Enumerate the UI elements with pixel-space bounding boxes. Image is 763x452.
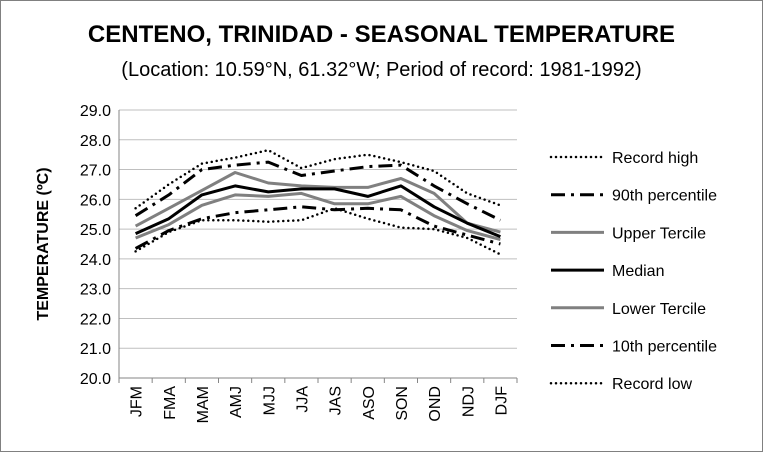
y-axis-label: TEMPERATURE (ºC): [35, 167, 52, 320]
legend-label: Upper Tercile: [612, 225, 706, 242]
y-tick-label: 23.0: [80, 282, 111, 299]
legend-label: Record high: [612, 150, 698, 167]
x-tick-label: DJF: [493, 386, 510, 416]
x-tick-label: MAM: [195, 386, 212, 423]
y-tick-label: 28.0: [80, 133, 111, 150]
y-tick-label: 21.0: [80, 341, 111, 358]
x-tick-label: JFM: [129, 386, 146, 417]
series-line-upper-tercile: [134, 171, 501, 234]
legend-label: 10th percentile: [612, 339, 717, 356]
series-line-90th-percentile: [134, 160, 502, 222]
legend-label: Median: [612, 263, 664, 280]
x-tick-label: AMJ: [228, 386, 245, 418]
x-tick-label: OND: [427, 386, 444, 422]
x-tick-label: JJA: [294, 386, 311, 413]
x-tick-label: SON: [394, 386, 411, 421]
legend-label: Lower Tercile: [612, 301, 706, 318]
y-axis-ticks: 20.0 21.0 22.0 23.0 24.0 25.0 26.0 27.0 28.0 29.0: [80, 103, 111, 388]
series-line-10th-percentile: [134, 205, 501, 250]
chart-subtitle: (Location: 10.59°N, 61.32°W; Period of r…: [121, 59, 642, 81]
gridlines: [118, 109, 517, 379]
legend: Record high 90th percentile Upper Tercile M…: [549, 150, 717, 393]
x-tick-label: MJJ: [261, 386, 278, 415]
x-tick-label: FMA: [162, 386, 179, 420]
legend-label: 90th percentile: [612, 188, 717, 205]
y-tick-label: 20.0: [80, 371, 111, 388]
y-tick-label: 25.0: [80, 222, 111, 239]
x-axis-ticks: JFM FMA MAM AMJ MJJ JJA JAS ASO SON OND NDJ DJF: [118, 378, 518, 423]
y-tick-label: 26.0: [80, 192, 111, 209]
y-tick-label: 27.0: [80, 163, 111, 180]
y-tick-label: 24.0: [80, 252, 111, 269]
y-tick-label: 29.0: [80, 103, 111, 120]
series-line-record-low: [134, 207, 502, 256]
y-tick-label: 22.0: [80, 311, 111, 328]
series-line-lower-tercile: [135, 191, 501, 241]
x-tick-label: NDJ: [460, 386, 477, 417]
x-tick-label: ASO: [361, 386, 378, 420]
legend-label: Record low: [612, 376, 692, 393]
series-lines: [134, 148, 502, 256]
series-line-median: [134, 184, 501, 238]
x-tick-label: JAS: [328, 386, 345, 415]
chart-title: CENTENO, TRINIDAD - SEASONAL TEMPERATURE: [87, 21, 676, 48]
